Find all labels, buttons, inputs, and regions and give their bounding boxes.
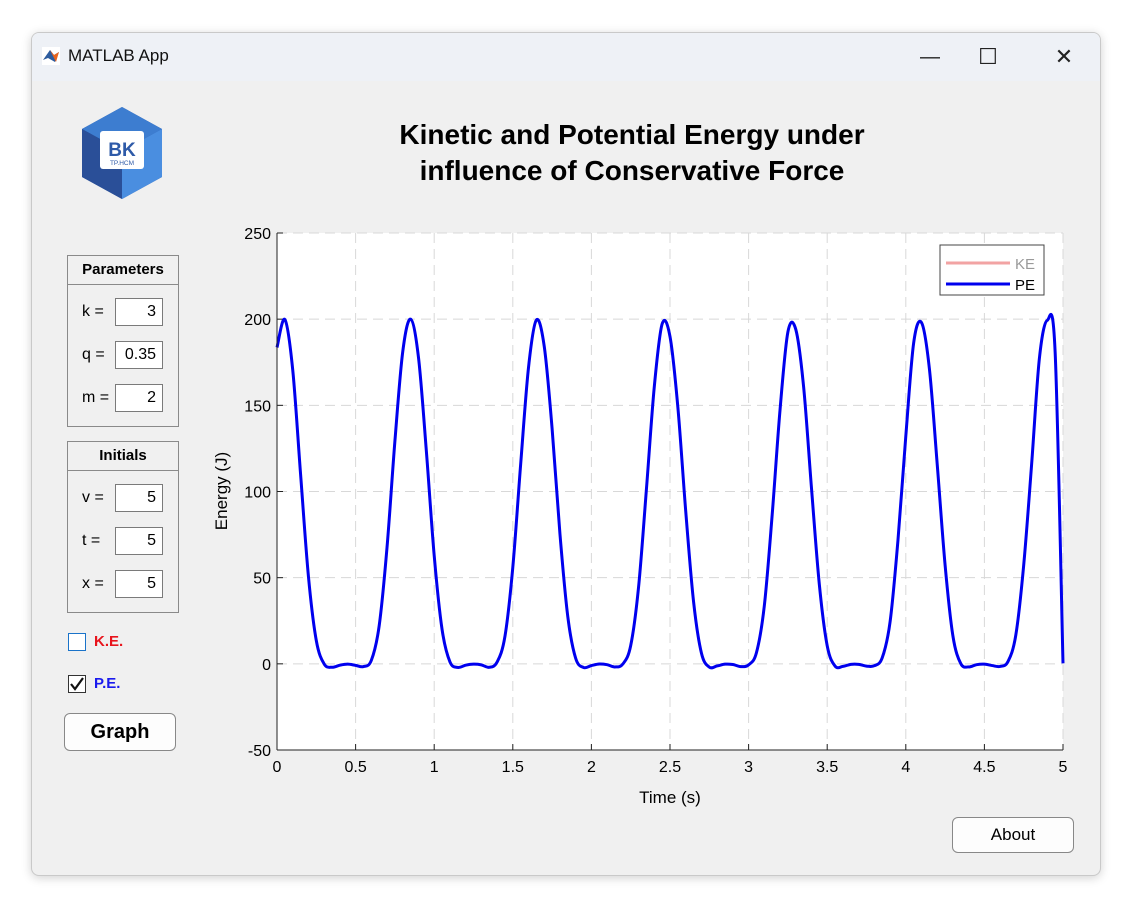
- ke-checkbox[interactable]: [68, 633, 86, 651]
- bk-logo: BK TP.HCM: [82, 107, 162, 199]
- x-tick-label: 2.5: [659, 759, 681, 776]
- x-axis-label: Time (s): [639, 788, 701, 807]
- x-tick-label: 3: [744, 759, 753, 776]
- initials-panel: Initials v = 5 t = 5 x = 5: [67, 441, 179, 613]
- param-k-field[interactable]: 3: [115, 298, 163, 326]
- checkmark-icon: [70, 677, 84, 691]
- energy-chart: 0 0.5 1 1.5 2 2.5 3 3.5 4 4.5 5-50050100150200250 …: [212, 226, 1068, 807]
- init-v-row: v = 5: [68, 484, 178, 514]
- matlab-icon: [42, 47, 60, 65]
- x-tick-label: 2: [587, 759, 596, 776]
- param-q-label: q =: [82, 346, 105, 363]
- minimize-button[interactable]: —: [920, 46, 940, 68]
- init-t-field[interactable]: 5: [115, 527, 163, 555]
- param-m-row: m = 2: [68, 384, 178, 414]
- close-button[interactable]: ✕: [1054, 44, 1074, 69]
- param-m-label: m =: [82, 389, 110, 406]
- window-title: MATLAB App: [68, 46, 169, 65]
- init-x-field[interactable]: 5: [115, 570, 163, 598]
- init-v-label: v =: [82, 489, 104, 506]
- parameters-panel: Parameters k = 3 q = 0.35 m = 2: [67, 255, 179, 427]
- param-m-field[interactable]: 2: [115, 384, 163, 412]
- parameters-header: Parameters: [68, 256, 178, 285]
- x-tick-label: 4: [901, 759, 910, 776]
- main-title: Kinetic and Potential Energy under influ…: [272, 117, 992, 189]
- init-t-row: t = 5: [68, 527, 178, 557]
- y-tick-label: 0: [262, 657, 271, 674]
- main-title-line1: Kinetic and Potential Energy under: [399, 119, 865, 150]
- x-tick-label: 4.5: [973, 759, 995, 776]
- x-tick-label: 1: [430, 759, 439, 776]
- graph-button[interactable]: Graph: [64, 713, 176, 751]
- param-k-row: k = 3: [68, 298, 178, 328]
- pe-checkbox-label: P.E.: [94, 675, 121, 692]
- x-tick-label: 1.5: [502, 759, 524, 776]
- legend-ke-label: KE: [1015, 256, 1035, 273]
- app-window: MATLAB App — ☐ ✕ BK TP.HCM Kinetic and P…: [31, 32, 1101, 876]
- legend: KE PE: [939, 244, 1045, 296]
- initials-header: Initials: [68, 442, 178, 471]
- init-t-label: t =: [82, 532, 101, 549]
- param-q-field[interactable]: 0.35: [115, 341, 163, 369]
- x-tick-label: 3.5: [816, 759, 838, 776]
- y-tick-label: 100: [244, 485, 271, 502]
- y-tick-label: 150: [244, 398, 271, 415]
- ke-checkbox-label: K.E.: [94, 633, 124, 650]
- legend-pe-label: PE: [1015, 277, 1035, 294]
- param-q-row: q = 0.35: [68, 341, 178, 371]
- logo-text: BK: [108, 140, 136, 161]
- main-title-line2: influence of Conservative Force: [419, 155, 845, 186]
- x-tick-label: 0.5: [344, 759, 366, 776]
- about-button[interactable]: About: [952, 817, 1074, 853]
- y-axis-label: Energy (J): [212, 452, 231, 530]
- x-tick-label: 5: [1059, 759, 1068, 776]
- param-k-label: k =: [82, 303, 104, 320]
- init-x-label: x =: [82, 575, 104, 592]
- y-tick-label: 200: [244, 312, 271, 329]
- init-x-row: x = 5: [68, 570, 178, 600]
- y-tick-label: 50: [253, 571, 271, 588]
- pe-series-line: [275, 313, 1065, 670]
- x-tick-label: 0: [273, 759, 282, 776]
- maximize-button[interactable]: ☐: [978, 44, 998, 69]
- y-tick-label: 250: [244, 226, 271, 243]
- init-v-field[interactable]: 5: [115, 484, 163, 512]
- y-tick-label: -50: [248, 743, 271, 760]
- pe-checkbox[interactable]: [68, 675, 86, 693]
- logo-subtext: TP.HCM: [110, 160, 134, 167]
- title-bar: MATLAB App — ☐ ✕: [32, 33, 1100, 81]
